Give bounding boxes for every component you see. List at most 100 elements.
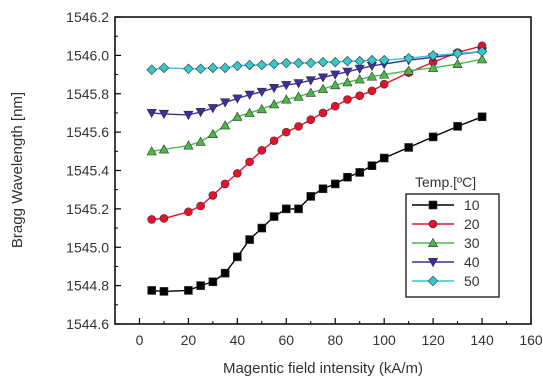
data-point-10-140: [477, 112, 487, 122]
data-point-40-25: [195, 107, 206, 118]
legend-label-10: 10: [464, 197, 480, 213]
data-point-10-20: [184, 286, 193, 295]
legend-title: Temp.[ºC]: [415, 174, 476, 190]
data-point-40-55: [268, 84, 280, 94]
data-point-30-130: [452, 58, 463, 68]
data-point-50-30: [207, 62, 219, 74]
data-point-40-40: [232, 94, 243, 104]
x-tick-label-20: 20: [181, 332, 197, 348]
data-point-30-20: [183, 140, 194, 150]
data-point-30-50: [256, 103, 267, 114]
data-point-20-30: [208, 191, 218, 200]
series-30: [146, 53, 488, 156]
data-point-20-75: [318, 108, 328, 118]
data-point-20-90: [355, 91, 365, 100]
data-point-30-40: [232, 111, 243, 121]
legend-label-50: 50: [464, 273, 480, 289]
data-point-30-5: [146, 146, 157, 156]
data-point-40-20: [183, 110, 194, 121]
data-point-10-25: [196, 281, 205, 290]
x-axis-title: Magentic field intensity (kA/m): [223, 360, 423, 377]
legend-label-40: 40: [464, 254, 480, 270]
data-point-30-100: [379, 69, 390, 79]
data-point-20-5: [147, 215, 157, 224]
data-point-20-45: [245, 157, 254, 167]
data-point-20-25: [196, 201, 205, 211]
y-tick-label-1545.0: 1545.0: [66, 239, 109, 255]
legend-label-30: 30: [464, 235, 480, 251]
data-point-50-20: [183, 63, 194, 75]
data-point-30-45: [244, 107, 255, 117]
y-tick-label-1545.4: 1545.4: [66, 163, 109, 179]
data-point-50-95: [366, 54, 378, 66]
data-point-30-120: [428, 62, 439, 72]
x-tick-label-0: 0: [136, 332, 144, 348]
data-point-50-65: [293, 57, 304, 69]
data-point-30-95: [366, 71, 378, 81]
data-point-40-85: [342, 67, 353, 77]
data-point-20-65: [294, 122, 303, 131]
data-point-40-65: [293, 79, 304, 89]
data-point-20-100: [379, 79, 389, 89]
data-point-40-35: [220, 98, 231, 108]
x-tick-label-60: 60: [279, 332, 295, 348]
legend-item-30: 30: [412, 235, 480, 251]
x-tick-label-120: 120: [421, 332, 445, 348]
data-point-40-45: [244, 90, 255, 100]
data-point-50-120: [427, 50, 439, 61]
data-point-40-50: [256, 87, 267, 98]
y-tick-label-1544.8: 1544.8: [66, 278, 109, 294]
legend-swatch-marker-10: [428, 200, 438, 210]
data-point-20-70: [306, 115, 316, 124]
data-point-20-95: [367, 86, 377, 96]
y-tick-label-1544.6: 1544.6: [66, 316, 109, 332]
data-point-10-80: [330, 179, 340, 189]
x-tick-label-40: 40: [230, 332, 246, 348]
data-point-50-10: [158, 62, 170, 74]
data-point-30-110: [403, 65, 414, 75]
data-point-20-40: [233, 169, 242, 178]
data-point-30-60: [281, 94, 292, 104]
data-point-10-45: [245, 235, 254, 244]
y-tick-label-1545.6: 1545.6: [66, 124, 109, 140]
data-point-10-65: [294, 204, 303, 214]
series-50: [146, 46, 488, 75]
y-tick-label-1545.8: 1545.8: [66, 86, 109, 102]
data-point-40-80: [330, 70, 341, 80]
data-point-10-10: [159, 287, 169, 296]
data-point-50-140: [476, 46, 488, 57]
data-point-30-35: [220, 120, 231, 130]
data-point-50-85: [342, 55, 353, 67]
data-point-50-5: [146, 64, 157, 75]
data-point-30-90: [354, 74, 365, 84]
y-tick-label-1545.2: 1545.2: [66, 201, 109, 217]
data-point-10-85: [343, 172, 352, 182]
data-point-20-55: [269, 136, 279, 146]
series-layer: [146, 41, 488, 296]
data-point-20-50: [257, 146, 267, 155]
legend-label-20: 20: [464, 216, 480, 232]
data-point-40-5: [146, 108, 157, 119]
data-point-10-30: [208, 277, 218, 287]
data-point-10-95: [367, 161, 377, 171]
data-point-40-10: [158, 109, 170, 120]
data-point-20-10: [159, 214, 169, 223]
data-point-10-40: [233, 252, 242, 262]
data-point-50-35: [219, 62, 231, 74]
data-point-50-70: [305, 57, 316, 69]
data-point-40-75: [317, 73, 329, 83]
data-point-50-80: [330, 56, 341, 68]
data-point-30-10: [158, 144, 170, 154]
series-10: [147, 112, 487, 296]
data-point-50-75: [317, 56, 329, 68]
x-tick-label-100: 100: [372, 332, 396, 348]
data-point-10-70: [306, 192, 316, 201]
data-point-30-85: [342, 77, 353, 87]
data-point-40-30: [207, 104, 218, 114]
legend-item-20: 20: [412, 216, 480, 232]
y-tick-label-1546.2: 1546.2: [66, 9, 109, 25]
legend-swatch-marker-50: [427, 275, 439, 287]
legend-swatch-marker-30: [427, 237, 439, 247]
data-point-10-35: [220, 268, 230, 278]
legend-swatch-marker-20: [428, 219, 438, 229]
